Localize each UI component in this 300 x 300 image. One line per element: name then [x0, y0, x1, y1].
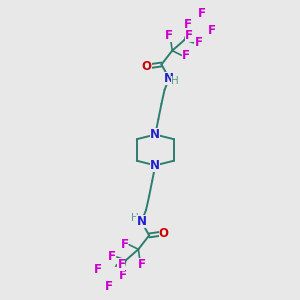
Text: F: F [119, 269, 127, 282]
Text: F: F [117, 258, 125, 271]
Text: F: F [105, 280, 113, 293]
Text: N: N [136, 215, 146, 228]
Text: F: F [94, 263, 102, 276]
Text: F: F [208, 24, 216, 37]
Text: O: O [159, 227, 169, 240]
Text: H: H [131, 214, 139, 224]
Text: F: F [185, 29, 193, 42]
Text: O: O [142, 59, 152, 73]
Text: F: F [197, 7, 206, 20]
Text: F: F [165, 29, 173, 42]
Text: F: F [182, 49, 190, 62]
Text: N: N [150, 128, 160, 141]
Text: H: H [171, 76, 179, 86]
Text: F: F [194, 36, 202, 50]
Text: F: F [184, 18, 192, 31]
Text: F: F [108, 250, 116, 263]
Text: F: F [137, 258, 146, 271]
Text: N: N [150, 159, 160, 172]
Text: F: F [121, 238, 128, 251]
Text: N: N [164, 72, 174, 85]
